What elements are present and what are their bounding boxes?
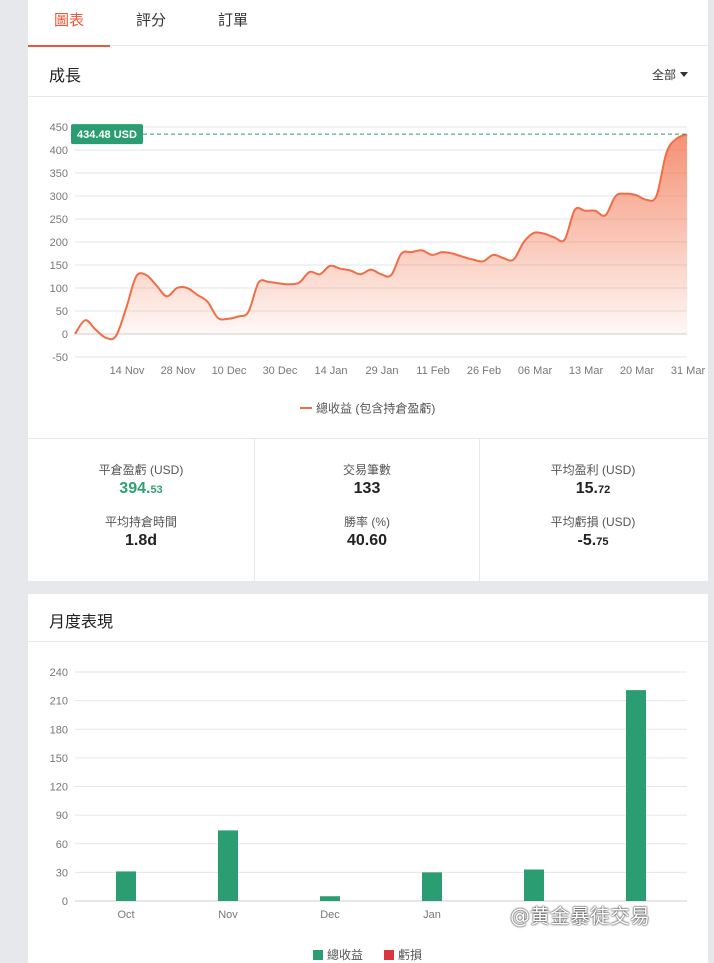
tab-rating[interactable]: 評分 — [110, 0, 192, 46]
x-tick-label: 11 Feb — [416, 365, 449, 377]
tab-chart-label: 圖表 — [53, 12, 84, 29]
profit-bar — [218, 830, 238, 901]
avg-hold-value: 1.8d — [124, 532, 157, 549]
growth-series-line — [74, 133, 688, 341]
x-tick-label: 29 Jan — [365, 365, 398, 377]
caret-down-icon — [680, 72, 688, 77]
x-tick-label: Oct — [117, 909, 134, 921]
avg-profit-label: 平均盈利 (USD) — [550, 463, 636, 477]
avg-loss-dec: 75 — [596, 536, 609, 548]
avg-profit-dec: 72 — [598, 484, 611, 496]
tab-orders[interactable]: 訂單 — [192, 0, 274, 46]
profit-bar — [116, 871, 136, 901]
growth-legend-label: 總收益 (包含持倉盈虧) — [316, 401, 435, 416]
monthly-header: 月度表現 — [28, 594, 708, 642]
avg-profit-value: 15.72 — [480, 480, 706, 498]
y-tick-label: -50 — [52, 352, 68, 364]
avg-loss-label: 平均虧損 (USD) — [550, 515, 636, 529]
x-tick-label: 14 Jan — [314, 365, 347, 377]
x-tick-label: 10 Dec — [212, 365, 247, 377]
tab-chart[interactable]: 圖表 — [28, 0, 110, 47]
y-tick-label: 90 — [56, 810, 68, 822]
y-tick-label: 0 — [62, 329, 68, 341]
y-tick-label: 450 — [50, 122, 68, 134]
closed-pl-value: 394.53 — [28, 480, 254, 498]
y-tick-label: 30 — [56, 867, 68, 879]
tab-bar: 圖表 評分 訂單 — [28, 0, 708, 47]
current-value-badge-text: 434.48 USD — [77, 129, 137, 141]
profit-bar — [524, 869, 544, 901]
profit-bar — [626, 690, 646, 901]
x-tick-label: Dec — [320, 909, 340, 921]
profit-bar — [320, 896, 340, 901]
avg-profit-int: 15. — [575, 480, 598, 497]
growth-area-fill — [75, 134, 687, 340]
avg-loss-value: -5.75 — [480, 532, 706, 550]
y-tick-label: 100 — [50, 283, 68, 295]
x-tick-label: 26 Feb — [467, 365, 501, 377]
x-tick-label: Jan — [423, 909, 441, 921]
profit-bar — [422, 872, 442, 901]
y-tick-label: 200 — [50, 237, 68, 249]
x-tick-label: 30 Dec — [263, 365, 298, 377]
growth-chart: 450 400 350 300 250 200 150 100 50 0 -50 14 Nov 28 … — [50, 122, 706, 416]
x-tick-label: 06 Mar — [518, 365, 553, 377]
y-tick-label: 60 — [56, 839, 68, 851]
y-tick-label: 50 — [56, 306, 68, 318]
legend-profit-label: 總收益 — [327, 947, 363, 962]
y-tick-label: 300 — [50, 191, 68, 203]
x-tick-label: 20 Mar — [620, 365, 655, 377]
y-tick-label: 150 — [50, 753, 68, 765]
win-rate-label: 勝率 (%) — [344, 515, 390, 529]
closed-pl-int: 394. — [119, 480, 151, 497]
growth-header: 成長 全部 — [28, 46, 708, 97]
x-tick-label: 28 Nov — [161, 365, 196, 377]
monthly-panel: 月度表現 240 210 180 150 120 90 60 30 0 Oct Nov Dec Jan… — [28, 594, 708, 963]
closed-pl-label: 平倉盈虧 (USD) — [98, 463, 184, 477]
stats-summary: 平倉盈虧 (USD) 394.53 平均持倉時間 1.8d 交易筆數 133 勝… — [28, 438, 708, 582]
closed-pl-dec: 53 — [150, 484, 163, 496]
y-tick-label: 120 — [50, 782, 68, 794]
active-tab-indicator — [28, 45, 110, 47]
avg-hold-label: 平均持倉時間 — [104, 515, 177, 529]
stats-column-left: 平倉盈虧 (USD) 394.53 平均持倉時間 1.8d — [28, 439, 254, 582]
monthly-title: 月度表現 — [49, 614, 114, 631]
tab-rating-label: 評分 — [135, 12, 166, 29]
x-tick-label: 13 Mar — [569, 365, 604, 377]
watermark: @黄金暴徒交易 — [510, 904, 650, 928]
x-tick-label: Nov — [218, 909, 238, 921]
stats-column-right: 平均盈利 (USD) 15.72 平均虧損 (USD) -5.75 — [480, 439, 706, 582]
trades-value: 133 — [353, 480, 381, 497]
legend-loss-swatch — [384, 950, 394, 960]
tab-orders-label: 訂單 — [217, 12, 248, 29]
current-value-badge — [71, 124, 143, 145]
trades-label: 交易筆數 — [342, 463, 391, 477]
legend-profit-swatch — [313, 950, 323, 960]
y-tick-label: 180 — [50, 724, 68, 736]
y-tick-label: 250 — [50, 214, 68, 226]
x-tick-label: 31 Mar — [671, 365, 706, 377]
period-filter-dropdown[interactable]: 全部 — [652, 66, 688, 83]
y-tick-label: 150 — [50, 260, 68, 272]
win-rate-value: 40.60 — [346, 532, 388, 549]
avg-loss-int: -5. — [577, 532, 597, 549]
x-tick-label: 14 Nov — [110, 365, 145, 377]
y-tick-label: 240 — [50, 667, 68, 679]
performance-panel: 圖表 評分 訂單 成長 全部 450 400 350 300 250 200 150 100 5… — [28, 0, 708, 582]
y-tick-label: 400 — [50, 145, 68, 157]
y-tick-label: 350 — [50, 168, 68, 180]
growth-title: 成長 — [49, 68, 82, 85]
y-tick-label: 210 — [50, 696, 68, 708]
legend-loss-label: 虧損 — [398, 947, 422, 962]
stats-column-middle: 交易筆數 133 勝率 (%) 40.60 — [254, 439, 480, 582]
period-filter-label: 全部 — [651, 68, 676, 82]
y-tick-label: 0 — [62, 896, 68, 908]
